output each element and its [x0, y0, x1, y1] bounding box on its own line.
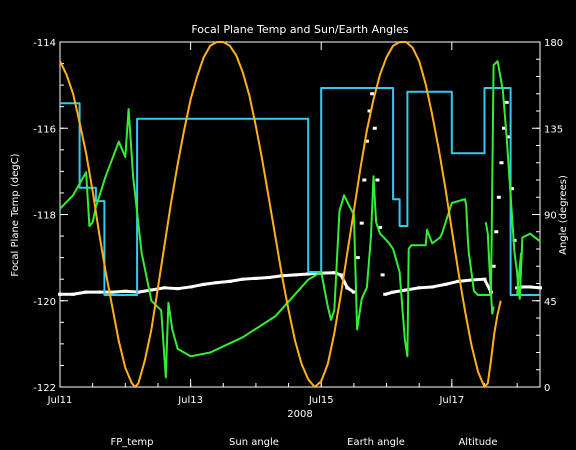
fp-temp-band	[530, 285, 541, 290]
fp-temp-band	[281, 273, 296, 278]
x-tick-label: Jul17	[438, 395, 464, 406]
legend-altitude: Altitude	[458, 437, 497, 448]
y-left-tick-label: -118	[33, 211, 56, 222]
fp-temp-band	[295, 272, 309, 277]
x-tick-label: Jul15	[308, 395, 334, 406]
fp-temp-band	[392, 288, 407, 294]
fp-temp-point	[355, 256, 360, 260]
fp-temp-point	[367, 109, 372, 113]
fp-temp-band	[177, 285, 191, 291]
fp-temp-band	[255, 275, 270, 280]
legend-fp-temp: FP_temp	[111, 437, 154, 448]
fp-temp-point	[364, 139, 369, 143]
fp-temp-point	[499, 161, 504, 165]
fp-temp-band	[229, 277, 244, 283]
fp-temp-point	[504, 100, 509, 104]
y-right-tick-label: 45	[544, 297, 557, 308]
fp-temp-point	[494, 230, 499, 234]
x-axis-label: 2008	[287, 409, 312, 420]
fp-temp-band	[471, 277, 485, 282]
fp-temp-band	[242, 276, 257, 281]
y-left-tick-label: -114	[33, 38, 56, 49]
fp-temp-band	[419, 285, 433, 290]
plot-frame	[59, 41, 541, 388]
fp-temp-band	[268, 274, 283, 279]
fp-temp-point	[502, 126, 507, 130]
fp-temp-point	[509, 187, 514, 191]
fp-temp-band	[431, 282, 446, 289]
fp-temp-band	[444, 279, 459, 286]
y-right-tick-label: 180	[544, 38, 563, 49]
y-right-tick-label: 135	[544, 124, 563, 135]
fp-temp-point	[375, 178, 380, 182]
fp-temp-band	[346, 286, 355, 294]
earth-angle-line-segment	[516, 252, 523, 296]
y-left-tick-label: -120	[33, 297, 56, 308]
fp-temp-band	[112, 289, 126, 294]
y-axis-label-left: Focal Plane Temp (degC)	[10, 153, 21, 276]
x-ticks: Jul11 Jul13 Jul15 Jul17	[47, 42, 518, 406]
altitude-line	[59, 41, 502, 388]
fp-temp-band	[190, 282, 204, 289]
sun-angle-line	[60, 87, 540, 296]
y-left-ticks: -122 -120 -118 -116 -114	[33, 38, 68, 394]
fp-temp-point	[380, 273, 385, 277]
fp-temp-point	[370, 92, 375, 96]
fp-temp-point	[378, 225, 382, 229]
fp-temp-point	[507, 135, 512, 139]
fp-temp-point	[491, 264, 496, 268]
fp-temp-point	[496, 195, 501, 199]
fp-temp-band	[164, 286, 178, 291]
fp-temp-band	[216, 279, 230, 285]
fp-temp-point	[359, 221, 364, 225]
fp-temp-point	[372, 126, 377, 130]
earth-angle-line-segment	[484, 222, 495, 315]
fp-temp-point	[362, 178, 367, 182]
y-left-tick-label: -116	[33, 124, 56, 135]
fp-temp-band	[384, 290, 394, 296]
legend-earth-angle: Earth angle	[347, 437, 405, 448]
earth-angle-line	[59, 60, 541, 379]
legend-sun-angle: Sun angle	[229, 437, 279, 448]
x-tick-label: Jul11	[47, 395, 73, 406]
y-right-ticks: 0 45 90 135 180	[532, 38, 563, 394]
chart-title: Focal Plane Temp and Sun/Earth Angles	[191, 23, 409, 36]
y-right-tick-label: 90	[544, 211, 557, 222]
fp-temp-band	[203, 281, 217, 286]
fp-temp-band	[339, 274, 349, 289]
fp-temp-band	[72, 290, 87, 296]
series-layer	[58, 41, 542, 388]
y-left-tick-label: -122	[33, 383, 56, 394]
x-tick-label: Jul13	[177, 395, 203, 406]
fp-temp-series	[58, 92, 542, 296]
legend: FP_temp Sun angle Earth angle Altitude	[111, 437, 498, 448]
y-axis-label-right: Angle (degrees)	[558, 175, 569, 255]
y-right-tick-label: 0	[544, 383, 550, 394]
